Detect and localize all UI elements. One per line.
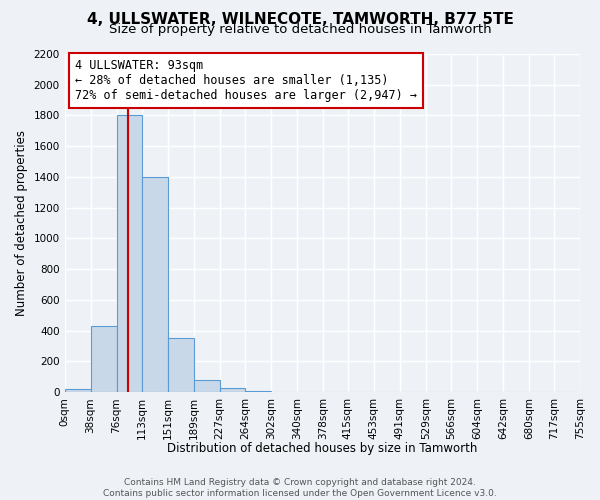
Text: Contains HM Land Registry data © Crown copyright and database right 2024.
Contai: Contains HM Land Registry data © Crown c… — [103, 478, 497, 498]
X-axis label: Distribution of detached houses by size in Tamworth: Distribution of detached houses by size … — [167, 442, 478, 455]
Text: 4 ULLSWATER: 93sqm
← 28% of detached houses are smaller (1,135)
72% of semi-deta: 4 ULLSWATER: 93sqm ← 28% of detached hou… — [75, 59, 417, 102]
Bar — [91, 326, 116, 392]
Bar — [142, 177, 168, 392]
Bar — [168, 338, 194, 392]
Bar — [220, 388, 245, 392]
Bar — [116, 116, 142, 392]
Text: 4, ULLSWATER, WILNECOTE, TAMWORTH, B77 5TE: 4, ULLSWATER, WILNECOTE, TAMWORTH, B77 5… — [86, 12, 514, 28]
Text: Size of property relative to detached houses in Tamworth: Size of property relative to detached ho… — [109, 22, 491, 36]
Bar — [65, 389, 91, 392]
Y-axis label: Number of detached properties: Number of detached properties — [15, 130, 28, 316]
Bar — [194, 380, 220, 392]
